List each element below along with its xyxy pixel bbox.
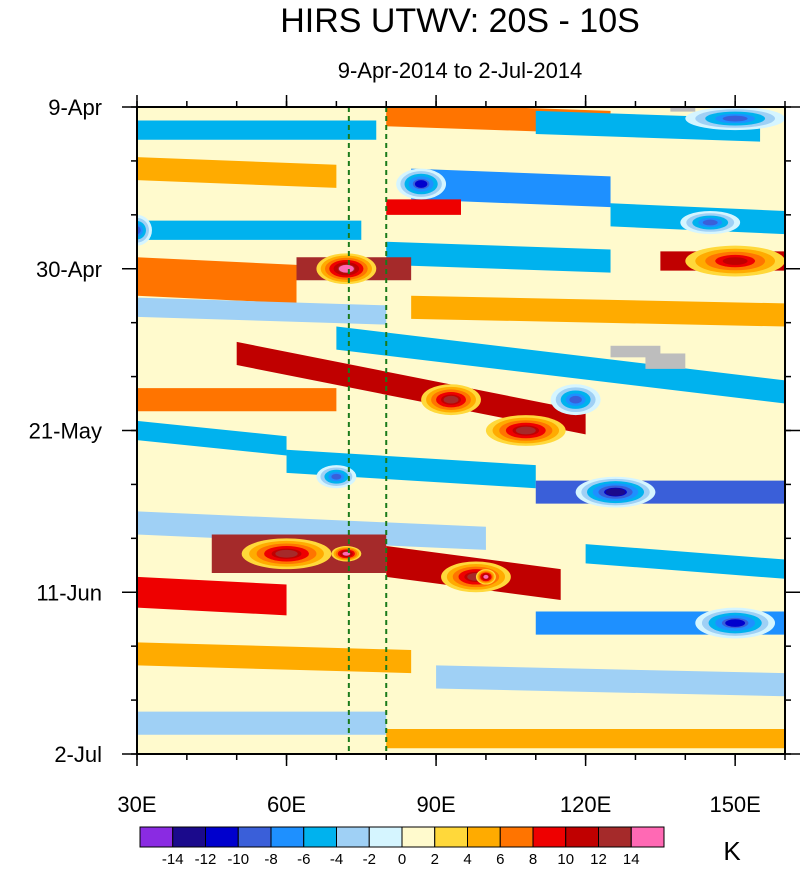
colorbar-label-3: -8 (264, 851, 277, 868)
contour-blob-4-core (483, 574, 489, 579)
colorbar-swatch-15 (630, 826, 665, 848)
plot-area (137, 107, 785, 754)
contour-band-25 (585, 544, 785, 579)
contour-blob-9-core (702, 219, 718, 226)
colorbar-swatch-2 (205, 826, 239, 848)
colorbar-swatch-0 (139, 826, 174, 848)
chart-subtitle: 9-Apr-2014 to 2-Jul-2014 (338, 58, 583, 83)
colorbar-swatch-10 (467, 826, 501, 848)
x-tick-label-0: 30E (117, 792, 156, 817)
colorbar-label-0: -14 (162, 851, 184, 868)
contour-band-30 (386, 728, 785, 749)
colorbar-label-7: 0 (398, 851, 406, 868)
contour-band-13 (137, 297, 387, 325)
x-tick-label-2: 90E (416, 792, 455, 817)
contour-band-15 (236, 341, 586, 435)
contour-band-16 (137, 388, 337, 412)
contour-band-3 (137, 120, 377, 140)
x-tick-label-3: 120E (560, 792, 611, 817)
contour-band-18 (137, 420, 287, 456)
x-tick-label-4: 150E (709, 792, 760, 817)
missing-data-0 (610, 345, 661, 358)
colorbar-label-5: -4 (330, 851, 343, 868)
colorbar-label-13: 12 (590, 851, 607, 868)
colorbar-swatch-12 (532, 826, 567, 848)
contour-blob-1-core (275, 549, 298, 558)
colorbar-label-9: 4 (463, 851, 471, 868)
x-axis: 30E 60E 90E 120E 150E (117, 95, 786, 817)
colorbar-label-1: -12 (195, 851, 217, 868)
colorbar-label-14: 14 (623, 851, 640, 868)
colorbar-swatch-6 (336, 826, 370, 848)
contour-band-21 (137, 511, 486, 550)
y-tick-label-3: 11-Jun (36, 580, 102, 605)
contour-blob-11-core (725, 619, 746, 627)
y-axis: 9-Apr 30-Apr 21-May 11-Jun 2-Jul (29, 95, 800, 767)
colorbar: -14 -12 -10 -8 -6 -4 -2 0 2 4 6 8 10 12 14 (139, 826, 665, 868)
contour-band-20 (535, 480, 785, 504)
contour-band-9 (386, 241, 611, 273)
colorbar-label-11: 8 (529, 851, 537, 868)
contour-blob-13-core (569, 395, 582, 404)
contour-blob-12-core (331, 473, 342, 480)
contour-band-29 (137, 711, 387, 735)
contour-band-24 (137, 576, 287, 616)
contour-band-6 (386, 199, 461, 215)
contour-band-14 (411, 295, 785, 327)
colorbar-swatch-3 (237, 826, 272, 848)
contour-band-27 (137, 642, 412, 674)
colorbar-label-4: -6 (297, 851, 310, 868)
contour-blob-8-core (722, 115, 748, 122)
y-tick-label-4: 2-Jul (54, 742, 102, 767)
colorbar-swatch-4 (270, 826, 305, 848)
contour-blob-6-core (515, 426, 536, 435)
contour-blob-10-core (605, 488, 626, 496)
contour-band-5 (411, 168, 611, 208)
colorbar-label-8: 2 (431, 851, 439, 868)
contour-band-7 (137, 220, 362, 240)
chart-title: HIRS UTWV: 20S - 10S (280, 2, 640, 40)
colorbar-swatch-8 (401, 826, 436, 848)
colorbar-label-6: -2 (363, 851, 376, 868)
colorbar-swatch-13 (565, 826, 599, 848)
y-tick-label-0: 9-Apr (48, 95, 102, 120)
contour-blob-7-core (414, 180, 428, 188)
contour-band-28 (436, 665, 785, 697)
contour-band-10 (137, 257, 297, 304)
colorbar-swatch-5 (303, 826, 337, 848)
colorbar-swatch-9 (434, 826, 468, 848)
contour-blob-0-core (338, 264, 354, 273)
x-tick-label-1: 60E (267, 792, 306, 817)
colorbar-swatch-11 (499, 826, 534, 848)
colorbar-label-12: 10 (557, 851, 574, 868)
contour-band-4 (137, 157, 337, 188)
colorbar-swatch-14 (598, 826, 632, 848)
missing-data-2 (670, 107, 696, 112)
y-tick-label-2: 21-May (29, 419, 102, 444)
contour-blob-5-core (443, 395, 459, 404)
missing-data-1 (645, 353, 686, 369)
colorbar-swatch-7 (368, 826, 403, 848)
colorbar-unit-label: K (723, 836, 741, 866)
colorbar-swatch-1 (172, 826, 206, 848)
contour-blob-14-core (722, 257, 748, 265)
colorbar-label-2: -10 (227, 851, 249, 868)
contour-band-17 (336, 326, 785, 404)
y-tick-label-1: 30-Apr (36, 257, 102, 282)
colorbar-label-10: 6 (496, 851, 504, 868)
